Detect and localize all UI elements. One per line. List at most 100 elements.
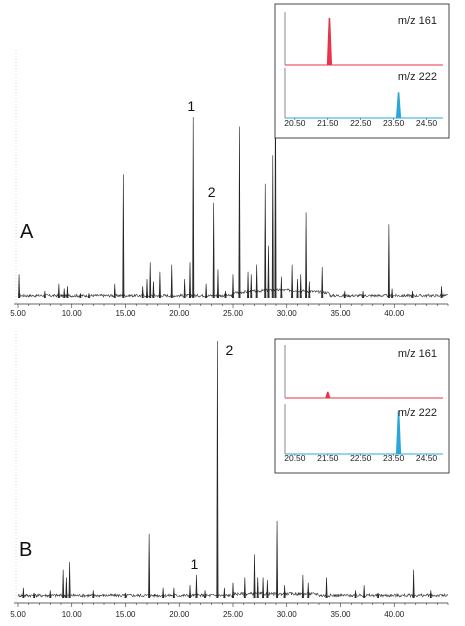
- chromatogram-peak: [223, 587, 226, 599]
- chromatogram-peak: [377, 592, 380, 599]
- inset-x-tick-label: 23.50: [383, 118, 405, 128]
- peak-label: 2: [226, 342, 234, 358]
- inset-peak: [395, 411, 402, 455]
- chromatogram-peak: [170, 264, 173, 299]
- x-tick-label: 20.00: [169, 610, 190, 619]
- chromatogram-peak: [299, 274, 302, 299]
- panel-label: B: [19, 539, 32, 561]
- x-tick-label: 35.00: [330, 610, 351, 619]
- chromatogram-peak: [325, 577, 328, 599]
- chromatogram-peak: [291, 264, 294, 299]
- chromatogram-peak: [62, 569, 65, 599]
- chromatogram-peak: [321, 267, 324, 299]
- chromatogram-peak: [22, 587, 25, 599]
- inset: m/z 161 m/z 222 20.50 21.50 22.50 23.50 24.50: [274, 338, 450, 474]
- x-tick-label: 15.00: [115, 309, 136, 318]
- panel-label: A: [20, 221, 34, 243]
- x-tick-label: 40.00: [384, 610, 405, 619]
- chromatogram-peak: [232, 582, 234, 599]
- inset-peak: [325, 391, 331, 399]
- peak-label: 2: [208, 184, 216, 200]
- chromatogram-peak: [255, 264, 258, 299]
- chromatogram-peak: [124, 592, 127, 599]
- chromatogram-peak: [158, 271, 161, 299]
- chromatogram-peak: [216, 269, 219, 299]
- chromatogram-peak: [189, 262, 191, 299]
- inset-x-tick-label: 22.50: [350, 453, 372, 463]
- chromatogram-peak: [387, 224, 390, 299]
- chromatogram-peak: [63, 288, 66, 299]
- chromatogram-peak: [43, 290, 46, 299]
- x-tick-label: 5.00: [10, 610, 26, 619]
- chromatogram-peak: [262, 577, 265, 599]
- inset-frame: [274, 3, 450, 139]
- chromatogram-peak: [362, 290, 365, 299]
- chromatogram-peak: [247, 271, 250, 299]
- chromatogram-peak: [18, 274, 21, 299]
- x-tick-label: 25.00: [223, 309, 244, 318]
- chromatogram-peak: [162, 587, 165, 599]
- chromatogram-peak: [195, 574, 198, 599]
- x-tick-label: 15.00: [115, 610, 136, 619]
- inset-x-tick-label: 21.50: [317, 453, 339, 463]
- peak-label: 1: [191, 556, 199, 572]
- chromatogram-peak: [308, 281, 311, 299]
- chromatogram-peak: [264, 183, 267, 299]
- chromatogram-peak: [429, 590, 432, 599]
- chromatogram-peak: [212, 202, 215, 299]
- chromatogram-peak: [113, 283, 116, 299]
- chromatogram-peak: [172, 587, 175, 599]
- chromatogram-peak: [296, 278, 299, 299]
- chromatogram-peak: [189, 585, 191, 599]
- inset-x-tick-label: 22.50: [350, 118, 372, 128]
- chromatogram-peak: [238, 126, 241, 299]
- chromatogram-peak: [256, 577, 259, 599]
- x-tick-label: 20.00: [169, 309, 190, 318]
- chromatogram-peak: [391, 288, 394, 299]
- chromatogram-peak: [267, 245, 270, 299]
- inset-peak: [395, 92, 402, 119]
- ion-label: m/z 161: [398, 348, 437, 360]
- chromatogram-peak: [141, 286, 144, 299]
- inset-x-tick-label: 21.50: [317, 118, 339, 128]
- panel-b: 5.00 10.00 15.00 20.00 25.00 30.00 35.00 40.00 1…: [10, 331, 450, 619]
- inset-peak: [326, 18, 333, 66]
- chromatogram-peak: [363, 585, 366, 599]
- chromatogram-peak: [250, 274, 253, 299]
- chromatogram-peak: [305, 212, 308, 299]
- x-tick-label: 40.00: [384, 309, 405, 318]
- chromatogram-peak: [412, 569, 415, 599]
- panel-a: 5.00 10.00 15.00 20.00 25.00 30.00 35.00 40.00 1…: [10, 3, 450, 318]
- chromatogram-peak: [148, 533, 151, 599]
- chromatogram-peak: [354, 590, 357, 599]
- ion-label: m/z 161: [398, 15, 437, 27]
- ion-label: m/z 222: [398, 71, 437, 83]
- chromatogram-peak: [224, 290, 227, 299]
- chromatogram-peak: [301, 574, 304, 599]
- chromatogram-peak: [65, 577, 68, 599]
- inset-x-tick-label: 24.50: [416, 453, 438, 463]
- inset-frame: [274, 338, 450, 474]
- ion-label: m/z 222: [398, 407, 437, 419]
- chromatogram-peak: [146, 278, 148, 299]
- chromatogram-peak: [122, 174, 125, 299]
- inset-x-tick-label: 20.50: [284, 453, 306, 463]
- chromatogram-peak: [307, 582, 310, 599]
- x-tick-label: 30.00: [277, 309, 298, 318]
- x-tick-label: 35.00: [330, 309, 351, 318]
- chromatogram-peak: [204, 590, 207, 599]
- inset-x-tick-label: 24.50: [416, 118, 438, 128]
- x-tick-label: 30.00: [277, 610, 298, 619]
- chromatogram-peak: [192, 117, 195, 299]
- chromatogram-peak: [152, 281, 155, 299]
- chromatogram-peak: [266, 579, 269, 599]
- chromatogram-peak: [411, 290, 414, 299]
- chromatogram-peak: [276, 520, 279, 599]
- chromatogram-peak: [343, 290, 346, 299]
- chromatogram-peak: [87, 293, 90, 299]
- chromatogram-peak: [216, 340, 219, 599]
- chromatogram-peak: [66, 286, 69, 299]
- chromatogram-peak: [149, 262, 152, 299]
- chromatogram-peak: [232, 274, 234, 299]
